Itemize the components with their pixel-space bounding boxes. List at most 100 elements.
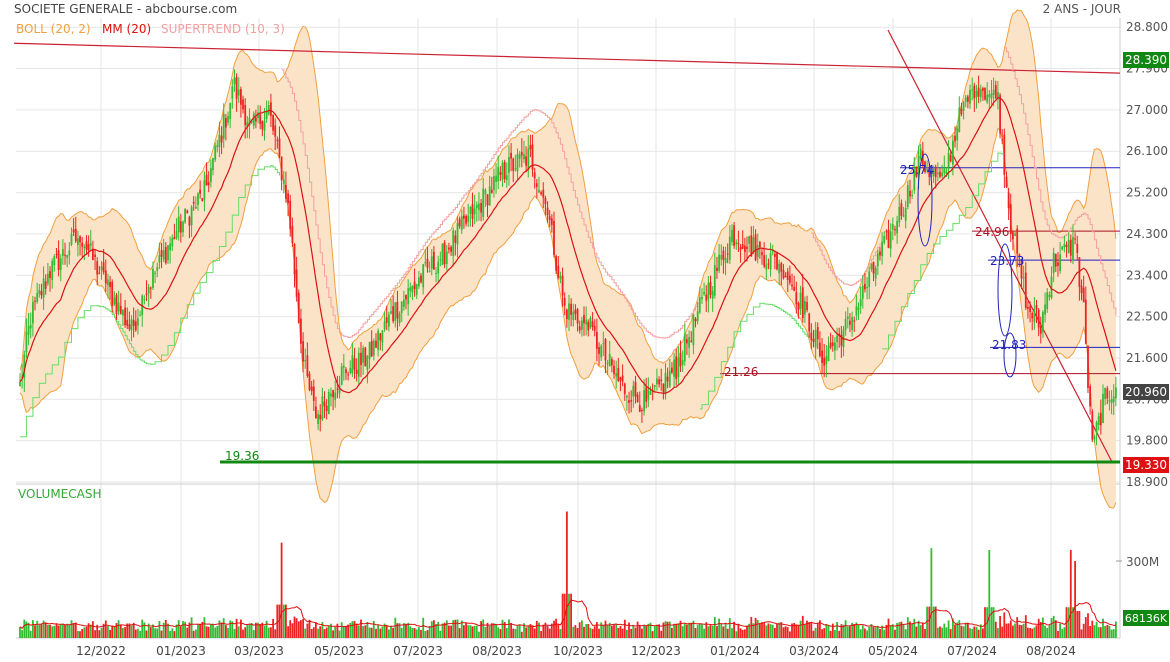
candle-body (430, 256, 433, 269)
volume-bar (767, 623, 770, 638)
volume-bar (1078, 611, 1081, 638)
candle-body (255, 117, 257, 122)
candle-body (484, 190, 487, 195)
candle-body (1029, 306, 1031, 312)
candle-body (941, 172, 943, 177)
volume-bar (808, 622, 811, 638)
candle-body (834, 342, 836, 351)
volume-bar (424, 631, 427, 638)
volume-bar (360, 619, 362, 638)
candle-body (177, 216, 180, 233)
volume-bar (225, 625, 227, 638)
volume-bar (763, 622, 766, 638)
volume-bar (122, 627, 124, 638)
candle-body (460, 216, 463, 230)
candle-body (557, 265, 560, 278)
volume-bar (827, 625, 830, 638)
volume-bar (426, 630, 429, 638)
candle-body (574, 309, 577, 314)
volume-bar (47, 624, 49, 638)
volume-bar (338, 630, 341, 638)
volume-bar (836, 622, 838, 638)
volume-bar (851, 622, 853, 638)
candle-body (698, 297, 701, 313)
volume-bar (27, 622, 30, 638)
legend-supertrend[interactable]: SUPERTREND (10, 3) (161, 22, 285, 36)
candle-body (362, 348, 364, 363)
candle-body (443, 242, 446, 265)
volume-bar (400, 627, 403, 638)
price-tick-label: 26.100 (1126, 144, 1168, 158)
candle-body (297, 292, 300, 323)
volume-bar (994, 621, 997, 638)
candle-body (851, 317, 853, 330)
candle-body (821, 350, 823, 363)
volume-bar (493, 623, 495, 638)
volume-bar (137, 628, 139, 638)
volume-bar (227, 628, 229, 638)
candle-body (992, 89, 995, 95)
volume-bar (484, 627, 487, 638)
candle-body (360, 352, 362, 366)
candle-body (334, 392, 337, 400)
candle-body (808, 313, 811, 332)
volume-bar (956, 622, 959, 638)
candle-body (578, 326, 581, 331)
volume-bar (312, 627, 315, 638)
volume-bar (357, 625, 360, 638)
volume-bar (774, 627, 776, 638)
candle-body (881, 241, 883, 257)
volume-bar (924, 629, 926, 638)
candle-body (218, 134, 221, 148)
volume-bar (411, 628, 414, 638)
candle-body (932, 168, 935, 176)
volume-bar (812, 630, 815, 638)
legend-mm[interactable]: MM (20) (102, 22, 151, 36)
candle-body (1014, 233, 1016, 236)
candle-body (997, 92, 999, 98)
volume-bar (872, 627, 875, 638)
volume-bar (222, 618, 225, 638)
candle-body (744, 245, 746, 253)
volume-bar (825, 624, 828, 638)
volume-bar (977, 629, 980, 638)
volume-bar (728, 618, 731, 638)
candle-body (475, 204, 478, 209)
candle-body (1097, 416, 1100, 425)
legend-boll[interactable]: BOLL (20, 2) (16, 22, 91, 36)
candle-body (126, 319, 129, 326)
volume-bar (943, 623, 946, 638)
candle-body (623, 383, 626, 394)
volume-bar (471, 626, 474, 638)
volume-bar (450, 625, 452, 638)
volume-bar (686, 624, 688, 638)
candle-body (638, 405, 641, 412)
volume-bar (849, 626, 851, 638)
volume-bar (698, 623, 701, 638)
candle-body (79, 236, 81, 243)
candle-body (694, 318, 697, 322)
candle-body (96, 261, 99, 275)
volume-bar (510, 623, 512, 638)
candle-body (945, 171, 948, 174)
volume-bar (598, 628, 600, 638)
date-axis: 12/2022 01/2023 03/2023 05/2023 07/2023 08/20… (76, 644, 1076, 658)
volume-bar (1093, 625, 1096, 638)
volume-bar (98, 630, 101, 638)
candle-body (216, 145, 219, 147)
volume-bar (853, 624, 856, 638)
legend-volume[interactable]: VOLUMECASH (18, 487, 101, 501)
volume-bar (104, 620, 107, 638)
candle-body (89, 243, 92, 246)
volume-bar (666, 621, 669, 638)
date-tick-label: 08/2023 (472, 644, 522, 658)
candle-body (158, 255, 161, 263)
volume-bar (720, 623, 723, 638)
volume-bar (92, 621, 94, 638)
volume-bar (520, 631, 523, 638)
ellipse-1 (917, 153, 933, 247)
volume-bar (149, 627, 152, 638)
volume-bar (759, 623, 761, 638)
candle-body (924, 161, 926, 172)
candle-body (261, 121, 264, 130)
